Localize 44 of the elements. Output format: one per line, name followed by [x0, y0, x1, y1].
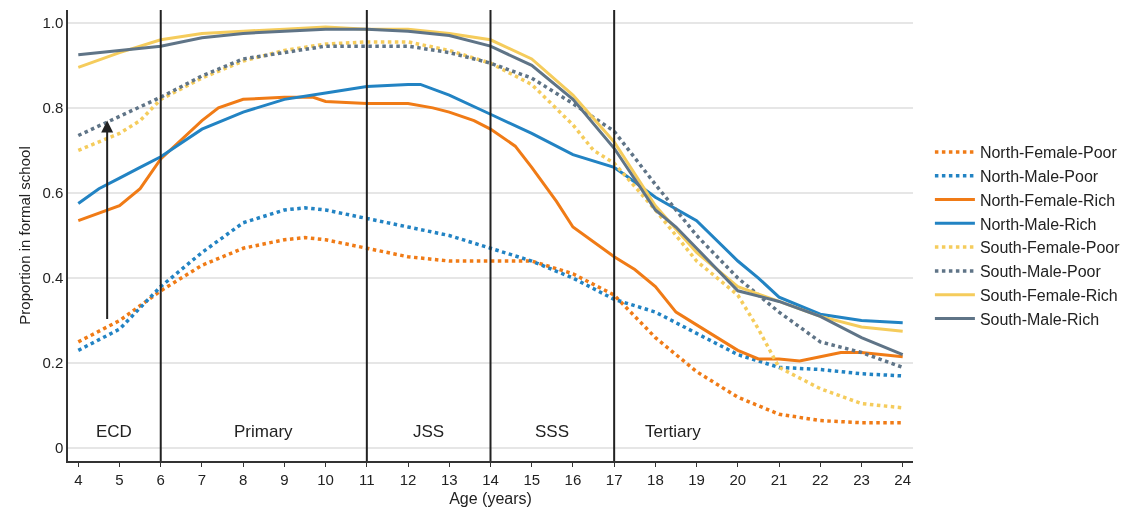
x-tick-label: 22: [811, 470, 829, 488]
line-series: [76, 95, 905, 363]
annotation: JSS: [413, 422, 445, 441]
x-tick-label: 4: [74, 470, 83, 488]
legend-label: South-Female-Rich: [979, 286, 1118, 304]
y-tick-label: 0.8: [42, 99, 64, 117]
x-tick-label: 12: [399, 470, 417, 488]
x-tick-label: 6: [156, 470, 165, 488]
x-tick-label: 20: [729, 470, 747, 488]
x-tick-label: 5: [115, 470, 124, 488]
x-tick-label: 23: [853, 470, 870, 488]
legend-label: North-Female-Poor: [979, 144, 1118, 162]
x-tick-label: 10: [317, 470, 334, 488]
x-axis-title: Age (years): [449, 489, 532, 507]
y-tick-label: 0.4: [42, 269, 64, 287]
y-axis-title: Proportion in formal school: [16, 146, 34, 325]
legend-label: North-Male-Rich: [979, 215, 1097, 233]
x-tick-label: 21: [770, 470, 788, 488]
y-tick-label: 1.0: [42, 14, 64, 32]
x-tick-label: 14: [482, 470, 499, 488]
annotation: Tertiary: [645, 422, 702, 441]
legend-label: South-Male-Poor: [979, 263, 1102, 281]
annotation: SSS: [535, 422, 570, 441]
x-tick-label: 15: [523, 470, 541, 488]
annotation: ECD: [96, 422, 132, 441]
x-tick-label: 17: [605, 470, 623, 488]
legend-label: North-Male-Poor: [979, 167, 1099, 185]
y-tick-label: 0.2: [42, 354, 64, 372]
x-tick-label: 7: [197, 470, 207, 488]
x-tick-label: 19: [688, 470, 705, 488]
annotation: Primary: [234, 422, 294, 441]
x-tick-label: 11: [359, 470, 375, 488]
legend-label: South-Male-Rich: [979, 310, 1100, 328]
line-series: [76, 82, 905, 325]
x-tick-label: 13: [440, 470, 458, 488]
y-tick-label: 0.6: [42, 184, 64, 202]
x-tick-label: 8: [239, 470, 248, 488]
x-tick-label: 24: [894, 470, 912, 488]
legend-label: North-Female-Rich: [979, 191, 1116, 209]
legend-label: South-Female-Poor: [979, 239, 1121, 257]
x-tick-label: 9: [280, 470, 289, 488]
x-tick-label: 16: [564, 470, 582, 488]
y-tick-label: 0: [54, 439, 64, 457]
x-tick-label: 18: [647, 470, 664, 488]
